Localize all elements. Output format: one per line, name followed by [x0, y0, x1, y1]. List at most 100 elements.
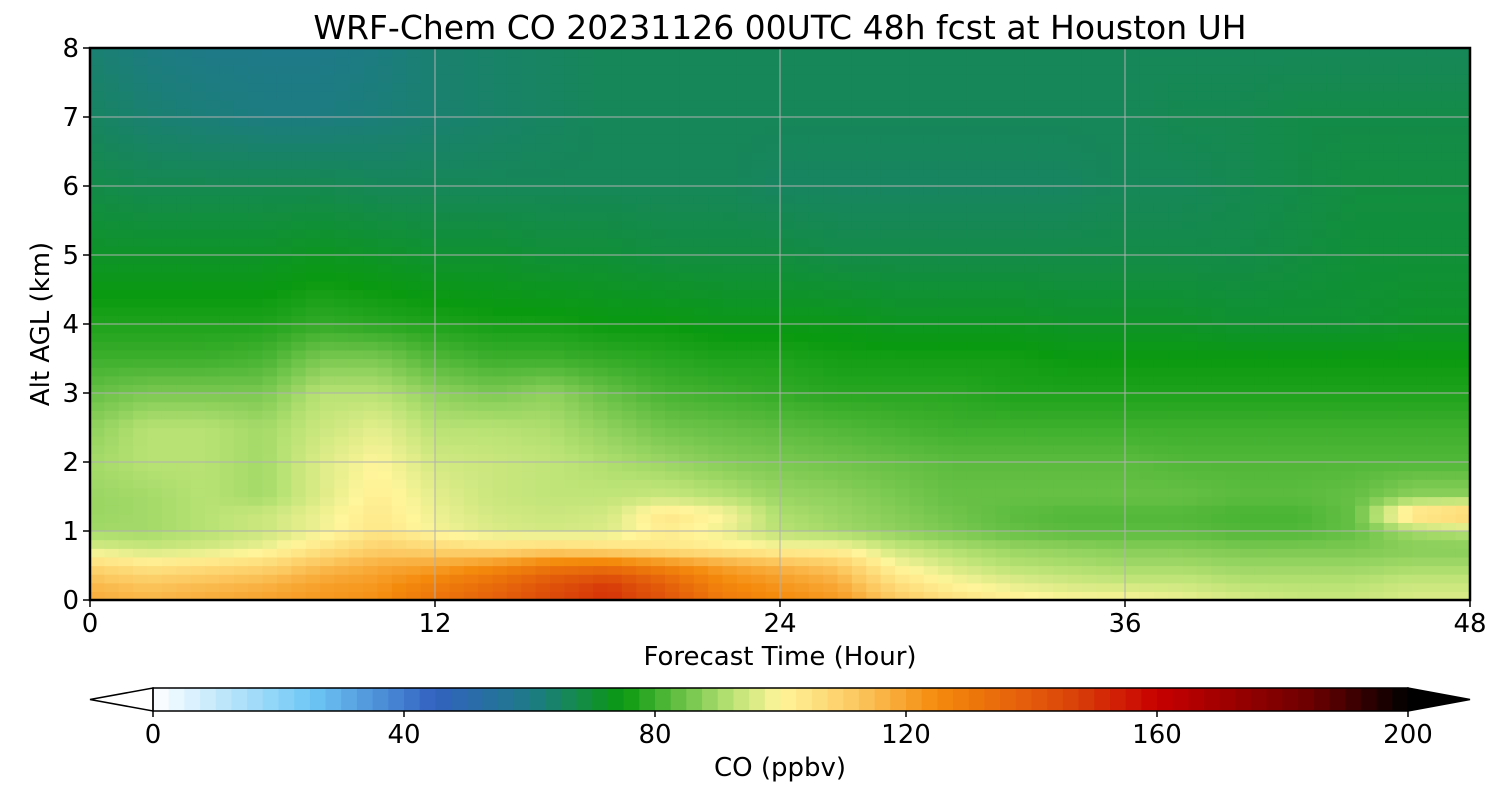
- heatmap-cell: [1369, 487, 1385, 498]
- heatmap-cell: [708, 505, 724, 515]
- heatmap-cell: [1053, 332, 1069, 342]
- heatmap-cell: [391, 556, 407, 567]
- heatmap-cell: [463, 220, 479, 230]
- heatmap-cell: [449, 306, 465, 316]
- heatmap-cell: [161, 539, 177, 549]
- heatmap-cell: [1455, 462, 1470, 472]
- heatmap-cell: [276, 453, 292, 463]
- heatmap-cell: [1211, 220, 1227, 230]
- heatmap-cell: [837, 367, 853, 377]
- heatmap-cell: [1096, 367, 1112, 377]
- heatmap-cell: [794, 358, 810, 368]
- heatmap-cell: [492, 367, 508, 377]
- heatmap-cell: [1441, 574, 1457, 584]
- heatmap-cell: [377, 375, 393, 385]
- heatmap-cell: [923, 220, 939, 230]
- heatmap-cell: [391, 384, 407, 394]
- heatmap-cell: [1398, 186, 1414, 196]
- heatmap-cell: [995, 522, 1011, 532]
- heatmap-cell: [693, 401, 709, 411]
- heatmap-cell: [118, 160, 134, 170]
- heatmap-cell: [1010, 487, 1025, 498]
- heatmap-cell: [1139, 324, 1155, 334]
- heatmap-cell: [291, 556, 307, 567]
- heatmap-cell: [334, 582, 350, 592]
- heatmap-cell: [133, 186, 149, 196]
- heatmap-cell: [521, 177, 537, 187]
- heatmap-cell: [1182, 427, 1198, 437]
- heatmap-cell: [1096, 255, 1112, 265]
- heatmap-cell: [320, 220, 335, 230]
- heatmap-cell: [607, 263, 623, 273]
- heatmap-cell: [133, 556, 149, 567]
- heatmap-cell: [1340, 203, 1356, 213]
- heatmap-cell: [1139, 332, 1155, 342]
- heatmap-cell: [391, 298, 407, 308]
- heatmap-cell: [938, 522, 954, 532]
- heatmap-cell: [391, 194, 407, 204]
- heatmap-cell: [966, 410, 982, 420]
- heatmap-cell: [1096, 160, 1112, 170]
- heatmap-cell: [506, 341, 522, 351]
- heatmap-cell: [1053, 565, 1069, 575]
- heatmap-cell: [1355, 237, 1370, 247]
- heatmap-cell: [550, 427, 565, 437]
- heatmap-cell: [981, 556, 997, 567]
- heatmap-cell: [794, 229, 810, 239]
- heatmap-cell: [780, 513, 795, 523]
- heatmap-cell: [1053, 384, 1069, 394]
- heatmap-cell: [751, 272, 767, 282]
- heatmap-cell: [679, 418, 695, 429]
- heatmap-cell: [406, 332, 422, 342]
- heatmap-cell: [866, 160, 882, 170]
- heatmap-cell: [133, 306, 149, 316]
- heatmap-cell: [420, 384, 436, 394]
- heatmap-cell: [506, 177, 522, 187]
- heatmap-cell: [837, 289, 853, 299]
- heatmap-cell: [1283, 539, 1299, 549]
- heatmap-cell: [1268, 453, 1284, 463]
- heatmap-cell: [1283, 487, 1299, 498]
- heatmap-cell: [923, 591, 939, 600]
- heatmap-cell: [780, 453, 795, 463]
- heatmap-cell: [880, 487, 896, 498]
- heatmap-cell: [305, 539, 321, 549]
- heatmap-cell: [147, 410, 163, 420]
- heatmap-cell: [679, 151, 695, 161]
- heatmap-cell: [1168, 168, 1184, 178]
- heatmap-cell: [851, 246, 867, 256]
- heatmap-cell: [205, 505, 220, 515]
- heatmap-cell: [650, 470, 666, 480]
- heatmap-cell: [751, 203, 767, 213]
- heatmap-cell: [248, 556, 264, 567]
- heatmap-cell: [952, 177, 968, 187]
- heatmap-cell: [291, 548, 307, 558]
- heatmap-cell: [348, 565, 364, 575]
- heatmap-cell: [262, 418, 278, 429]
- heatmap-cell: [1211, 203, 1227, 213]
- heatmap-cell: [1168, 375, 1184, 385]
- heatmap-cell: [1383, 574, 1399, 584]
- heatmap-cell: [291, 151, 307, 161]
- heatmap-cell: [593, 246, 609, 256]
- heatmap-cell: [363, 418, 379, 429]
- heatmap-cell: [564, 418, 580, 429]
- heatmap-cell: [1441, 453, 1457, 463]
- heatmap-cell: [1125, 358, 1140, 368]
- heatmap-cell: [722, 177, 738, 187]
- heatmap-cell: [363, 487, 379, 498]
- heatmap-cell: [219, 444, 235, 454]
- heatmap-cell: [1010, 591, 1025, 600]
- heatmap-cell: [693, 462, 709, 472]
- heatmap-cell: [708, 358, 724, 368]
- heatmap-cell: [1355, 531, 1370, 541]
- heatmap-cell: [823, 444, 839, 454]
- heatmap-cell: [463, 229, 479, 239]
- heatmap-cell: [492, 306, 508, 316]
- heatmap-cell: [621, 358, 637, 368]
- heatmap-cell: [478, 151, 494, 161]
- heatmap-cell: [147, 358, 163, 368]
- heatmap-cell: [1139, 263, 1155, 273]
- heatmap-cell: [1254, 358, 1270, 368]
- heatmap-cell: [981, 574, 997, 584]
